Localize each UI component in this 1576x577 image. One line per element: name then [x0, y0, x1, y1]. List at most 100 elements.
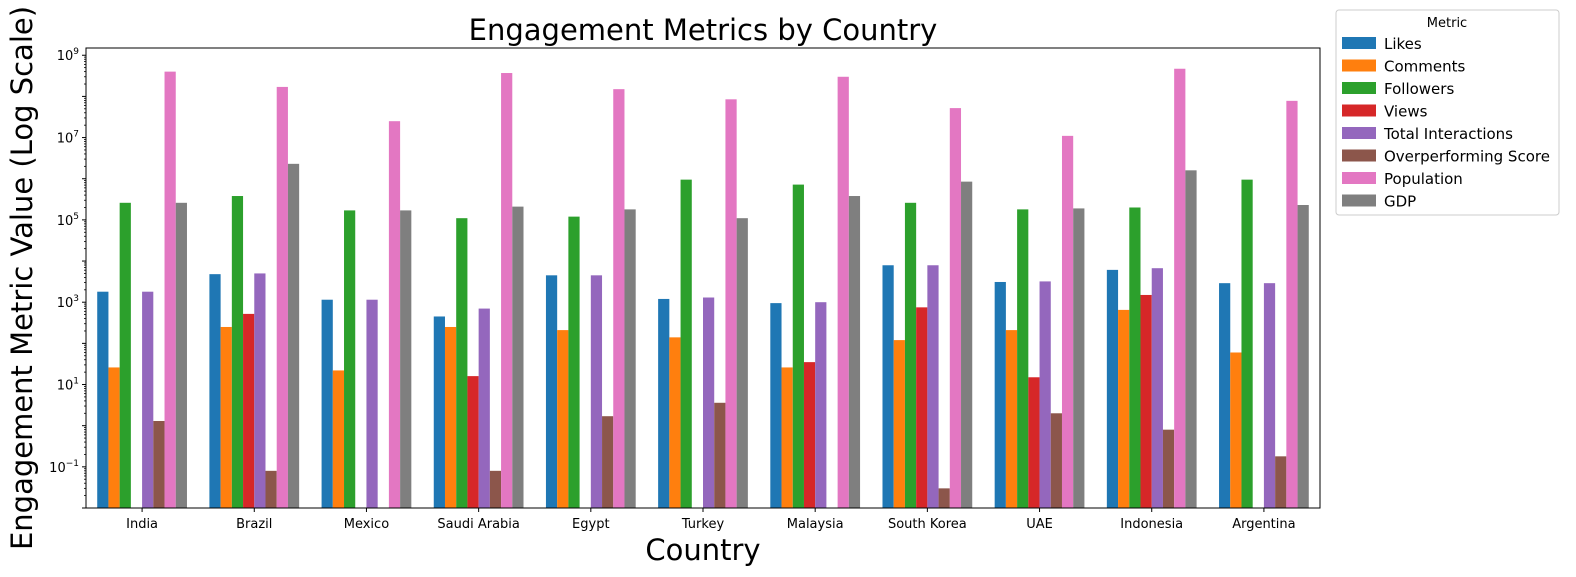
bar-india-followers: [119, 202, 131, 509]
y-axis: 10−1 101 103 105 107 109: [49, 47, 86, 509]
bar-mexico-total-interactions: [366, 299, 378, 508]
legend: Metric Likes Comments Followers Views Total …: [1335, 9, 1560, 216]
bar-south-korea-overperforming-score: [938, 488, 950, 508]
bar-argentina-population: [1286, 100, 1298, 508]
bar-mexico-population: [388, 121, 401, 508]
bar-uae-followers: [1017, 209, 1029, 508]
bar-malaysia-likes: [770, 303, 782, 508]
bar-mexico-gdp: [400, 210, 412, 508]
x-axis-label: Country: [645, 533, 760, 567]
bar-indonesia-overperforming-score: [1162, 429, 1175, 508]
legend-swatch-overperforming-score: [1342, 149, 1376, 162]
y-tick-label: 109: [57, 47, 80, 64]
x-tick-label-argentina: Argentina: [1232, 517, 1295, 532]
bar-india-total-interactions: [142, 291, 154, 508]
bar-brazil-followers: [231, 196, 244, 508]
bar-saudi-arabia-gdp: [512, 206, 524, 508]
bar-uae-population: [1061, 135, 1074, 509]
y-tick-label: 105: [57, 212, 79, 229]
bar-argentina-comments: [1230, 352, 1242, 508]
bar-saudi-arabia-total-interactions: [478, 308, 490, 508]
bar-argentina-total-interactions: [1263, 283, 1276, 508]
legend-swatch-views: [1342, 104, 1376, 117]
bar-malaysia-population: [837, 76, 849, 509]
legend-label-views: Views: [1384, 103, 1428, 121]
bar-brazil-likes: [209, 274, 221, 508]
bar-malaysia-comments: [781, 367, 793, 508]
bar-south-korea-comments: [893, 340, 905, 508]
legend-swatch-gdp: [1342, 194, 1376, 207]
legend-swatch-followers: [1342, 82, 1376, 94]
bar-saudi-arabia-likes: [433, 316, 445, 508]
bar-india-likes: [97, 291, 109, 508]
legend-label-population: Population: [1384, 170, 1463, 188]
bar-egypt-overperforming-score: [602, 416, 614, 508]
bar-south-korea-views: [916, 307, 928, 508]
bar-egypt-total-interactions: [590, 275, 603, 508]
bar-turkey-total-interactions: [703, 297, 715, 508]
bar-turkey-overperforming-score: [714, 402, 726, 508]
bar-south-korea-population: [949, 108, 962, 508]
bar-south-korea-total-interactions: [927, 265, 939, 508]
bar-indonesia-total-interactions: [1151, 268, 1163, 508]
bar-indonesia-followers: [1129, 207, 1141, 509]
x-tick-label-india: India: [126, 517, 158, 532]
bar-indonesia-likes: [1106, 269, 1119, 508]
bar-india-comments: [108, 367, 120, 508]
bar-mexico-followers: [344, 210, 356, 508]
bar-turkey-likes: [658, 298, 670, 508]
bar-saudi-arabia-comments: [444, 326, 457, 508]
bar-malaysia-views: [803, 362, 816, 508]
bar-indonesia-gdp: [1185, 170, 1197, 508]
bar-south-korea-likes: [882, 265, 894, 508]
bar-egypt-population: [613, 89, 625, 508]
y-tick-label: 101: [57, 377, 79, 394]
bar-mexico-comments: [332, 370, 345, 508]
bar-turkey-population: [725, 99, 737, 508]
legend-frame: [1335, 9, 1560, 216]
bar-egypt-followers: [568, 216, 580, 508]
bar-brazil-population: [276, 86, 288, 509]
bar-egypt-comments: [557, 330, 569, 508]
y-tick-label: 107: [57, 130, 79, 147]
x-tick-label-uae: UAE: [1026, 517, 1053, 532]
bar-uae-total-interactions: [1039, 281, 1051, 508]
bar-uae-views: [1028, 377, 1040, 508]
bar-argentina-likes: [1219, 283, 1231, 508]
bar-brazil-views: [243, 313, 255, 508]
legend-items: Likes Comments Followers Views Total Interac…: [1342, 35, 1550, 211]
bar-south-korea-followers: [904, 202, 917, 509]
bar-egypt-gdp: [624, 209, 636, 508]
legend-label-gdp: GDP: [1384, 193, 1416, 211]
legend-label-likes: Likes: [1384, 35, 1422, 53]
bar-india-population: [164, 71, 176, 508]
bar-south-korea-gdp: [961, 181, 973, 508]
bars-layer: [97, 68, 1309, 509]
bar-uae-comments: [1005, 330, 1018, 508]
bar-turkey-gdp: [736, 218, 748, 508]
bar-mexico-likes: [321, 299, 333, 508]
y-tick-label: 10−1: [49, 459, 79, 476]
x-axis: India Brazil Mexico Saudi Arabia Egypt Turkey…: [126, 508, 1296, 532]
legend-label-comments: Comments: [1384, 58, 1465, 76]
bar-brazil-total-interactions: [254, 273, 266, 508]
x-tick-label-egypt: Egypt: [572, 517, 610, 532]
bar-indonesia-population: [1174, 68, 1186, 509]
bar-uae-gdp: [1073, 208, 1085, 508]
bar-uae-likes: [994, 281, 1006, 508]
legend-label-followers: Followers: [1384, 80, 1454, 98]
x-tick-label-mexico: Mexico: [344, 517, 389, 532]
x-tick-label-malaysia: Malaysia: [787, 517, 844, 532]
bar-saudi-arabia-views: [467, 376, 479, 508]
legend-swatch-likes: [1342, 37, 1376, 49]
x-tick-label-indonesia: Indonesia: [1120, 517, 1183, 532]
bar-saudi-arabia-followers: [456, 218, 468, 508]
y-axis-label: Engagement Metric Value (Log Scale): [5, 6, 39, 550]
bar-malaysia-followers: [792, 184, 804, 508]
bar-indonesia-comments: [1118, 309, 1130, 508]
bar-argentina-gdp: [1297, 205, 1309, 508]
x-tick-label-brazil: Brazil: [236, 517, 272, 532]
bar-indonesia-views: [1140, 294, 1152, 508]
bar-malaysia-gdp: [848, 196, 861, 508]
